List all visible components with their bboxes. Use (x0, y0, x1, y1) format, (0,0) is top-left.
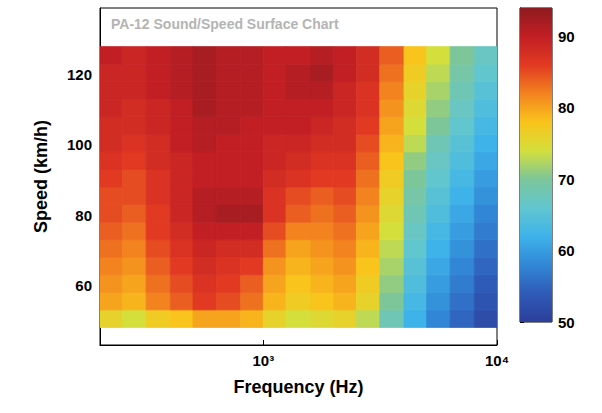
svg-text:PA-12 Sound/Speed Surface Char: PA-12 Sound/Speed Surface Chart (111, 16, 339, 32)
svg-text:10⁴: 10⁴ (485, 352, 509, 369)
svg-text:60: 60 (558, 242, 575, 259)
svg-text:Speed (km/h): Speed (km/h) (31, 120, 51, 233)
svg-text:10³: 10³ (252, 352, 274, 369)
svg-text:100: 100 (67, 136, 92, 153)
svg-text:80: 80 (75, 207, 92, 224)
svg-text:Frequency (Hz): Frequency (Hz) (233, 377, 363, 397)
svg-text:120: 120 (67, 66, 92, 83)
svg-text:90: 90 (558, 28, 575, 45)
svg-text:50: 50 (558, 314, 575, 331)
svg-text:80: 80 (558, 99, 575, 116)
svg-text:70: 70 (558, 171, 575, 188)
svg-text:60: 60 (75, 277, 92, 294)
